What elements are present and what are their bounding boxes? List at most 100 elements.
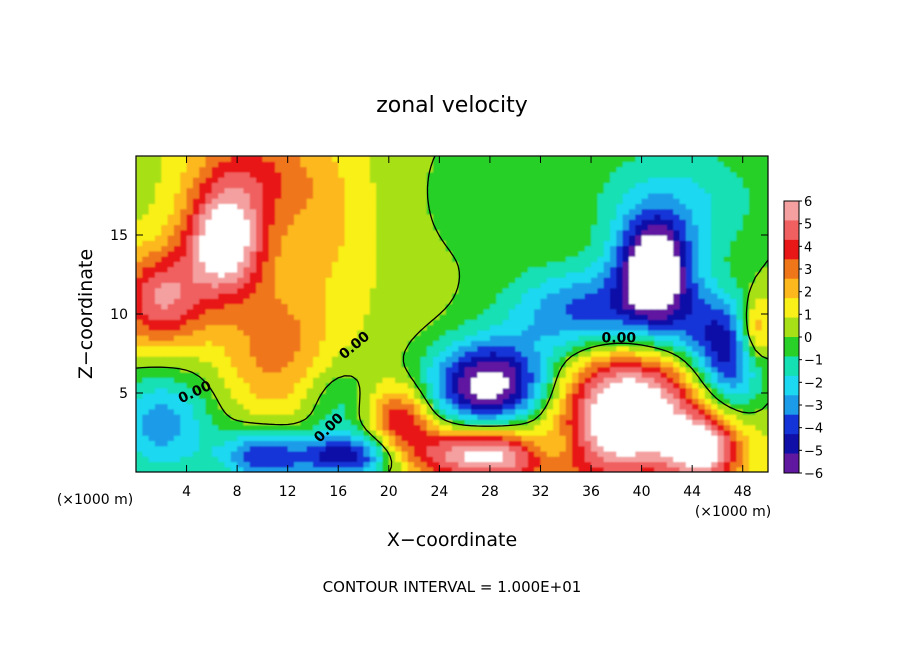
field-cell [262, 287, 270, 294]
field-cell [692, 256, 700, 262]
field-cell [445, 229, 453, 236]
field-cell [527, 414, 535, 420]
field-cell [439, 345, 447, 352]
field-cell [445, 219, 453, 226]
field-cell [742, 235, 750, 241]
field-cell [711, 287, 719, 294]
field-cell [723, 435, 731, 441]
field-cell [218, 445, 226, 452]
field-cell [711, 266, 719, 273]
field-cell [433, 382, 440, 389]
field-cell [142, 208, 150, 215]
field-cell [521, 277, 529, 283]
field-cell [275, 403, 282, 410]
field-cell [540, 377, 548, 384]
field-cell [540, 277, 548, 283]
field-cell [173, 287, 181, 294]
field-cell [173, 250, 181, 257]
field-cell [167, 287, 175, 294]
field-cell [344, 414, 352, 420]
field-cell [641, 335, 649, 341]
field-cell [180, 240, 188, 247]
field-cell [559, 250, 567, 257]
field-cell [376, 213, 384, 220]
field-cell [205, 393, 213, 399]
field-cell [268, 245, 276, 252]
field-cell [376, 261, 384, 268]
field-cell [173, 350, 181, 357]
field-cell [401, 361, 409, 368]
field-cell [275, 287, 282, 294]
field-cell [660, 235, 668, 241]
field-cell [565, 271, 573, 278]
field-cell [395, 435, 403, 441]
field-cell [344, 277, 352, 283]
field-cell [521, 329, 529, 336]
field-cell [685, 424, 693, 431]
field-cell [256, 224, 263, 231]
field-cell [306, 271, 314, 278]
field-cell [357, 287, 365, 294]
field-cell [502, 292, 510, 299]
field-cell [711, 345, 719, 352]
field-cell [641, 450, 649, 457]
field-cell [388, 277, 396, 283]
field-cell [584, 245, 592, 252]
field-cell [470, 208, 478, 215]
field-cell [502, 450, 510, 457]
field-cell [559, 461, 567, 468]
field-cell [534, 314, 542, 320]
field-cell [407, 393, 415, 399]
field-cell [173, 461, 181, 468]
field-cell [761, 245, 768, 252]
field-cell [136, 224, 143, 231]
field-cell [192, 298, 200, 305]
field-cell [148, 245, 156, 252]
field-cell [439, 261, 447, 268]
field-cell [496, 429, 504, 436]
field-cell [420, 282, 428, 289]
field-cell [641, 419, 649, 426]
field-cell [654, 424, 662, 431]
field-cell [325, 303, 333, 310]
field-cell [256, 292, 263, 299]
field-cell [154, 329, 162, 336]
field-cell [420, 240, 428, 247]
field-cell [673, 329, 681, 336]
field-cell [641, 456, 649, 463]
field-cell [508, 419, 516, 426]
field-cell [230, 435, 238, 441]
field-cell [192, 240, 200, 247]
field-cell [635, 382, 643, 389]
field-cell [376, 466, 384, 472]
field-cell [331, 356, 339, 362]
field-cell [755, 445, 763, 452]
field-cell [192, 445, 200, 452]
field-cell [363, 266, 371, 273]
field-cell [357, 261, 365, 268]
field-cell [382, 440, 390, 447]
field-cell [167, 282, 175, 289]
field-cell [167, 350, 175, 357]
field-cell [742, 450, 750, 457]
field-cell [464, 319, 472, 326]
field-cell [256, 335, 263, 341]
field-cell [148, 440, 156, 447]
field-cell [350, 250, 358, 257]
field-cell [711, 414, 719, 420]
field-cell [237, 435, 245, 441]
field-cell [496, 308, 504, 315]
field-cell [641, 466, 649, 472]
field-cell [603, 240, 611, 247]
field-cell [319, 445, 327, 452]
field-cell [584, 350, 592, 357]
field-cell [325, 277, 333, 283]
field-cell [211, 277, 219, 283]
field-cell [249, 403, 257, 410]
field-cell [654, 208, 662, 215]
field-cell [578, 414, 586, 420]
field-cell [224, 213, 232, 220]
field-cell [186, 208, 194, 215]
field-cell [363, 450, 371, 457]
field-cell [736, 277, 744, 283]
